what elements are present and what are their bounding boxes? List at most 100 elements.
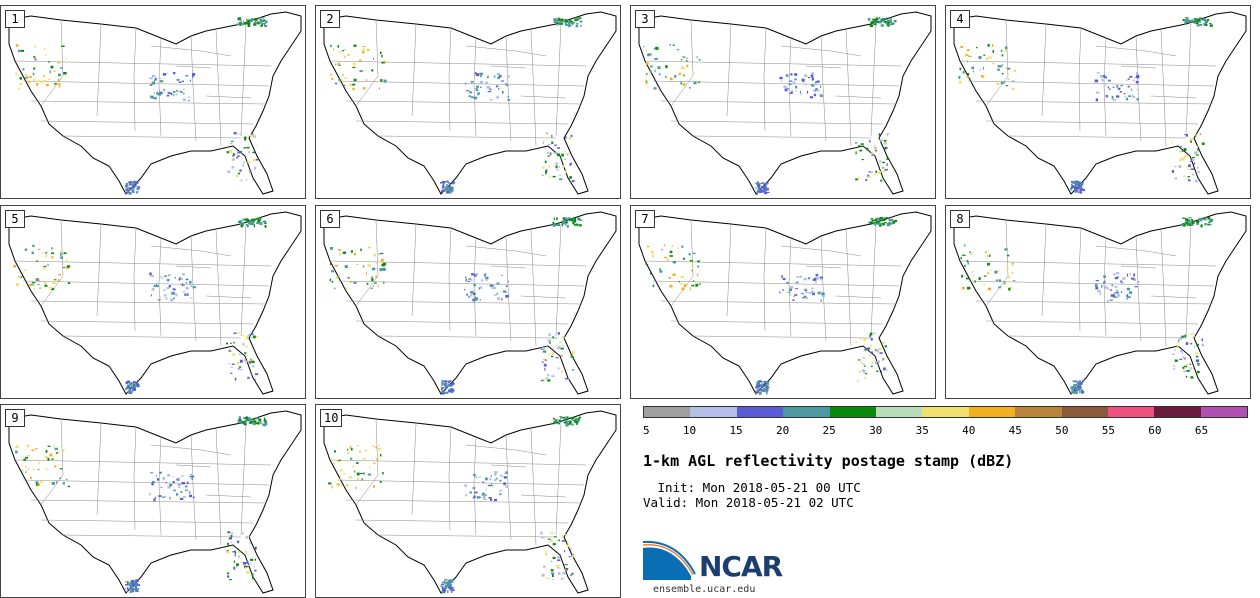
reflectivity-cell	[1006, 267, 1009, 270]
reflectivity-cell	[972, 70, 974, 73]
state-border	[133, 426, 137, 531]
reflectivity-cell	[1077, 389, 1079, 392]
reflectivity-cell	[494, 474, 497, 476]
reflectivity-cell	[869, 344, 872, 347]
reflectivity-cell	[576, 225, 579, 227]
reflectivity-cell	[1181, 157, 1185, 161]
reflectivity-cell	[129, 183, 133, 186]
reflectivity-cell	[562, 221, 566, 225]
reflectivity-cell	[982, 75, 985, 78]
reflectivity-cell	[574, 19, 578, 22]
panel-member-2: 2	[315, 5, 621, 199]
reflectivity-cell	[560, 347, 564, 350]
reflectivity-cell	[54, 465, 57, 468]
reflectivity-cell	[331, 281, 334, 283]
reflectivity-cell	[685, 60, 688, 62]
reflectivity-cell	[1182, 356, 1185, 359]
state-border	[959, 60, 1217, 67]
reflectivity-cell	[789, 83, 792, 86]
reflectivity-cell	[344, 49, 346, 51]
reflectivity-cell	[37, 468, 40, 471]
reflectivity-cell	[811, 287, 814, 290]
reflectivity-cell	[1129, 272, 1131, 276]
figure-title: 1-km AGL reflectivity postage stamp (dBZ…	[643, 452, 1014, 470]
reflectivity-cell	[254, 558, 257, 561]
reflectivity-cell	[242, 562, 247, 565]
reflectivity-cell	[868, 175, 871, 178]
reflectivity-cell	[379, 51, 382, 55]
reflectivity-cell	[464, 289, 466, 291]
reflectivity-cell	[804, 73, 807, 76]
reflectivity-cell	[449, 384, 452, 387]
reflectivity-cell	[254, 546, 257, 550]
reflectivity-cell	[46, 250, 49, 253]
reflectivity-cell	[568, 422, 572, 425]
reflectivity-cell	[1188, 164, 1191, 167]
reflectivity-cell	[189, 475, 193, 478]
reflectivity-cell	[126, 386, 129, 389]
reflectivity-cell	[885, 17, 887, 20]
reflectivity-cell	[1007, 254, 1010, 257]
reflectivity-cell	[238, 366, 242, 368]
reflectivity-cell	[259, 20, 263, 24]
reflectivity-cell	[874, 361, 877, 365]
reflectivity-cell	[330, 44, 332, 48]
state-border	[150, 245, 232, 257]
reflectivity-cell	[803, 288, 807, 290]
reflectivity-cell	[819, 291, 822, 294]
reflectivity-cell	[158, 77, 162, 79]
reflectivity-cell	[1194, 151, 1198, 155]
reflectivity-cell	[671, 245, 674, 247]
reflectivity-cell	[1207, 19, 1210, 21]
colorbar-tick-label: 45	[1008, 424, 1022, 437]
reflectivity-cell	[181, 283, 183, 286]
reflectivity-cell	[971, 270, 974, 273]
reflectivity-cell	[568, 24, 572, 27]
reflectivity-cell	[451, 382, 455, 385]
reflectivity-cell	[372, 267, 376, 271]
reflectivity-cell	[374, 282, 377, 284]
reflectivity-cell	[57, 73, 61, 77]
reflectivity-cell	[789, 92, 793, 94]
state-border	[240, 223, 247, 337]
reflectivity-cell	[655, 46, 659, 50]
reflectivity-cell	[1183, 22, 1186, 25]
reflectivity-cell	[183, 88, 185, 90]
reflectivity-cell	[763, 382, 766, 385]
reflectivity-cell	[565, 223, 567, 226]
reflectivity-cell	[1078, 191, 1080, 194]
reflectivity-cell	[884, 141, 887, 144]
reflectivity-cell	[986, 255, 989, 257]
reflectivity-cell	[1185, 218, 1189, 221]
reflectivity-cell	[474, 72, 477, 75]
reflectivity-cell	[796, 276, 800, 278]
reflectivity-cell	[858, 359, 861, 361]
reflectivity-cell	[758, 190, 762, 193]
reflectivity-cell	[963, 264, 967, 267]
state-border	[505, 434, 512, 541]
reflectivity-cell	[156, 283, 158, 287]
reflectivity-cell	[156, 91, 158, 95]
reflectivity-cell	[661, 248, 663, 251]
reflectivity-cell	[556, 223, 558, 225]
state-border	[959, 260, 1217, 267]
reflectivity-cell	[575, 418, 577, 421]
reflectivity-cell	[862, 357, 865, 359]
reflectivity-cell	[680, 275, 684, 278]
reflectivity-cell	[342, 251, 347, 254]
reflectivity-cell	[245, 345, 249, 348]
reflectivity-cell	[241, 561, 243, 563]
reflectivity-cell	[555, 419, 558, 422]
reflectivity-cell	[970, 252, 972, 256]
member-label: 5	[5, 210, 25, 228]
reflectivity-cell	[167, 474, 171, 477]
reflectivity-cell	[1171, 170, 1174, 173]
reflectivity-cell	[238, 555, 240, 558]
reflectivity-cell	[764, 381, 767, 384]
state-border	[670, 219, 694, 307]
reflectivity-cell	[1078, 185, 1082, 188]
reflectivity-cell	[473, 473, 476, 477]
reflectivity-cell	[240, 18, 242, 20]
site-url[interactable]: ensemble.ucar.edu	[653, 584, 756, 595]
reflectivity-cell	[692, 71, 695, 74]
